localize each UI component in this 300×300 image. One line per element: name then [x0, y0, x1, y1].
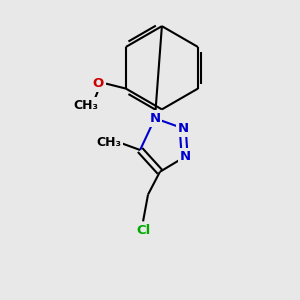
- Text: N: N: [180, 150, 191, 164]
- Text: N: N: [178, 122, 189, 135]
- Text: Cl: Cl: [136, 224, 150, 237]
- Text: O: O: [92, 77, 104, 90]
- Text: N: N: [149, 112, 161, 125]
- Text: CH₃: CH₃: [74, 99, 99, 112]
- Text: CH₃: CH₃: [96, 136, 121, 148]
